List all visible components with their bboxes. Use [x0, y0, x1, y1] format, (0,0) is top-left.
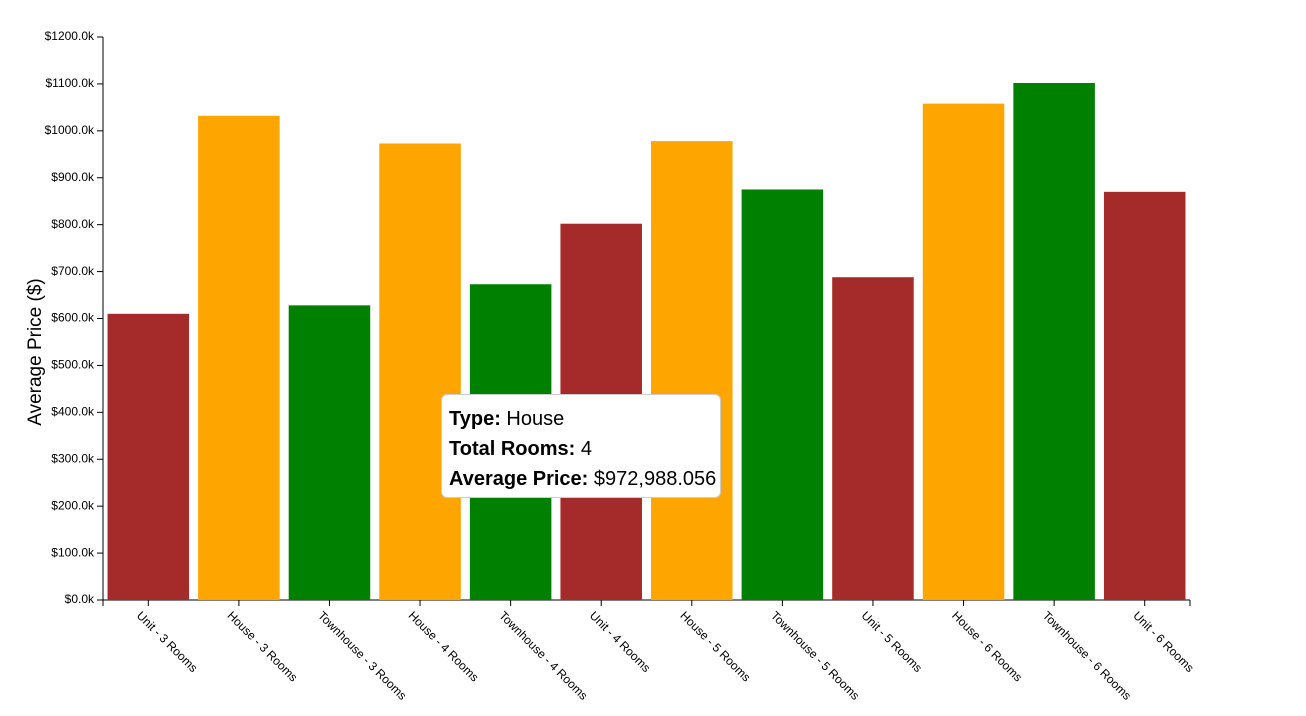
tooltip-type-row: Type: House [449, 404, 713, 434]
bar-townhouse-3-rooms[interactable] [288, 305, 371, 600]
x-axis: Unit - 3 Rooms House - 3 Rooms Townhouse -… [102, 599, 1197, 703]
y-tick-label: $800.0k [51, 217, 95, 231]
y-tick-label: $900.0k [51, 170, 95, 184]
tooltip: Type: House Total Rooms: 4 Average Price… [441, 394, 721, 498]
x-tick-label: Unit - 4 Rooms [587, 608, 653, 674]
x-tick-label: House - 6 Rooms [949, 608, 1025, 684]
bar-house-4-rooms[interactable] [379, 143, 461, 600]
x-tick-label: Townhouse - 6 Rooms [1040, 608, 1134, 702]
x-tick-label: Unit - 6 Rooms [1130, 608, 1196, 674]
bars [107, 82, 1186, 600]
x-tick-label: House - 4 Rooms [406, 608, 482, 684]
x-tick-label: Townhouse - 3 Rooms [315, 608, 409, 702]
tooltip-type-label: Type: [449, 408, 501, 430]
tooltip-type-value: House [506, 408, 565, 430]
bar-house-5-rooms[interactable] [651, 141, 733, 600]
tooltip-rooms-label: Total Rooms: [449, 438, 576, 460]
y-tick-label: $700.0k [51, 264, 95, 278]
tooltip-rooms-row: Total Rooms: 4 [449, 434, 713, 464]
x-tick-label: Townhouse - 4 Rooms [496, 608, 590, 702]
bar-unit-5-rooms[interactable] [832, 277, 914, 600]
y-tick-label: $300.0k [51, 451, 95, 465]
bar-unit-6-rooms[interactable] [1103, 191, 1186, 600]
tooltip-price-value: $972,988.056 [593, 468, 717, 490]
x-tick-label: Townhouse - 5 Rooms [768, 608, 862, 702]
y-tick-label: $600.0k [51, 311, 95, 325]
x-tick-label: House - 5 Rooms [677, 608, 753, 684]
y-tick-label: $1200.0k [45, 29, 95, 43]
y-tick-label: $200.0k [51, 498, 95, 512]
tooltip-price-label: Average Price: [449, 468, 589, 490]
y-tick-label: $500.0k [51, 358, 95, 372]
x-tick-label: Unit - 5 Rooms [859, 608, 925, 674]
tooltip-price-row: Average Price: $972,988.056 [449, 464, 717, 494]
bar-unit-3-rooms[interactable] [107, 313, 190, 600]
x-tick-label: Unit - 3 Rooms [134, 608, 200, 674]
bar-townhouse-5-rooms[interactable] [741, 189, 824, 600]
y-tick-label: $100.0k [51, 545, 95, 559]
y-tick-label: $0.0k [65, 592, 95, 606]
bar-townhouse-6-rooms[interactable] [1013, 82, 1095, 600]
y-axis-title: Average Price ($) [25, 278, 46, 426]
y-tick-label: $400.0k [51, 405, 95, 419]
x-tick-label: House - 3 Rooms [225, 608, 301, 684]
tooltip-rooms-value: 4 [580, 438, 592, 460]
bar-house-6-rooms[interactable] [922, 103, 1005, 600]
y-tick-label: $1100.0k [46, 76, 95, 90]
y-axis: $0.0k $100.0k $200.0k $300.0k $400.0k $500.0k… [45, 29, 104, 606]
y-tick-label: $1000.0k [45, 123, 95, 137]
bar-house-3-rooms[interactable] [198, 115, 280, 600]
